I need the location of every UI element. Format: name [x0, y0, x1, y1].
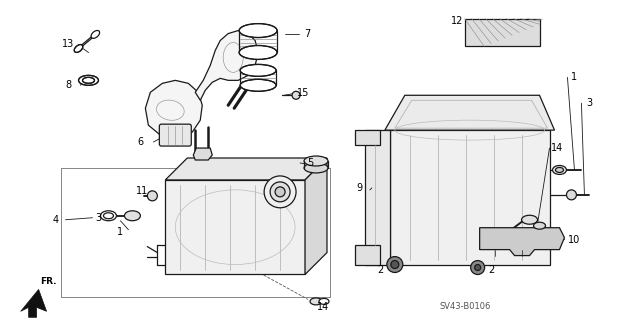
Ellipse shape — [552, 166, 566, 174]
Text: 3: 3 — [586, 98, 593, 108]
Text: 2: 2 — [488, 264, 495, 275]
Ellipse shape — [240, 64, 276, 76]
Circle shape — [147, 191, 157, 201]
Polygon shape — [165, 180, 305, 274]
Text: 3: 3 — [95, 213, 102, 223]
Ellipse shape — [104, 213, 113, 219]
Ellipse shape — [124, 211, 140, 221]
Circle shape — [387, 256, 403, 272]
Circle shape — [475, 264, 481, 271]
Text: 2: 2 — [378, 264, 384, 275]
Ellipse shape — [83, 78, 95, 83]
Text: 5: 5 — [307, 158, 313, 168]
Text: 12: 12 — [451, 16, 463, 26]
Polygon shape — [390, 130, 550, 264]
Circle shape — [270, 182, 290, 202]
Ellipse shape — [310, 298, 322, 305]
FancyBboxPatch shape — [159, 124, 191, 146]
Polygon shape — [20, 289, 47, 317]
Circle shape — [275, 187, 285, 197]
Ellipse shape — [304, 163, 328, 173]
Bar — [61, 168, 330, 297]
Polygon shape — [165, 158, 327, 180]
Ellipse shape — [79, 75, 99, 85]
Circle shape — [470, 261, 484, 274]
Ellipse shape — [100, 211, 116, 221]
Polygon shape — [465, 19, 540, 47]
Polygon shape — [305, 158, 327, 274]
Text: 4: 4 — [52, 215, 59, 225]
Ellipse shape — [534, 222, 545, 229]
Ellipse shape — [319, 298, 329, 304]
Polygon shape — [355, 245, 380, 264]
Ellipse shape — [239, 24, 277, 38]
Polygon shape — [195, 31, 258, 100]
Circle shape — [391, 261, 399, 269]
Text: 8: 8 — [65, 80, 72, 90]
Text: 9: 9 — [357, 183, 363, 193]
Polygon shape — [365, 130, 390, 264]
Text: 1: 1 — [572, 72, 577, 82]
Text: 14: 14 — [317, 302, 329, 312]
Circle shape — [292, 91, 300, 99]
Ellipse shape — [522, 215, 538, 224]
Bar — [61, 168, 330, 297]
Text: 1: 1 — [117, 227, 124, 237]
Polygon shape — [145, 80, 202, 138]
Polygon shape — [479, 228, 564, 256]
Text: 7: 7 — [304, 29, 310, 39]
Ellipse shape — [240, 79, 276, 91]
Text: 14: 14 — [551, 143, 564, 153]
Polygon shape — [385, 95, 554, 130]
Text: 13: 13 — [63, 39, 75, 48]
Circle shape — [566, 190, 577, 200]
Ellipse shape — [91, 31, 100, 38]
Ellipse shape — [556, 167, 563, 173]
Text: 15: 15 — [297, 88, 309, 98]
Ellipse shape — [74, 45, 83, 52]
Text: 11: 11 — [136, 186, 148, 196]
Text: 6: 6 — [138, 137, 143, 147]
Polygon shape — [355, 130, 380, 145]
Text: 10: 10 — [568, 235, 580, 245]
Text: FR.: FR. — [40, 278, 57, 286]
Ellipse shape — [304, 156, 328, 166]
Text: SV43-B0106: SV43-B0106 — [440, 302, 492, 311]
Polygon shape — [193, 148, 212, 160]
Circle shape — [264, 176, 296, 208]
Ellipse shape — [239, 46, 277, 59]
